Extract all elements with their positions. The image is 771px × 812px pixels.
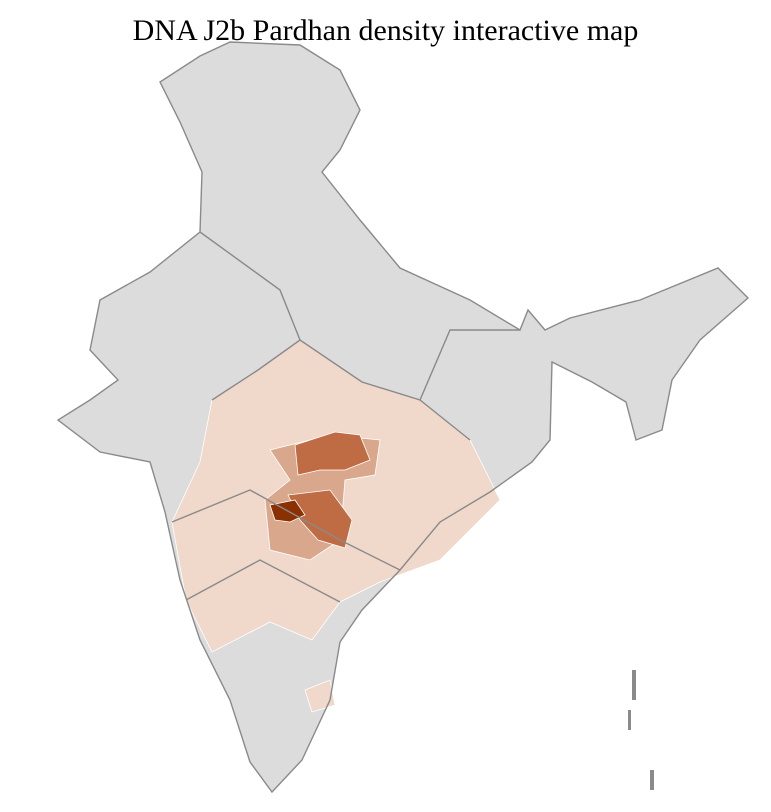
map-title: DNA J2b Pardhan density interactive map bbox=[132, 14, 639, 47]
state-borders bbox=[56, 41, 750, 794]
region-level-3[interactable] bbox=[287, 431, 371, 549]
andaman-islands bbox=[628, 670, 654, 790]
